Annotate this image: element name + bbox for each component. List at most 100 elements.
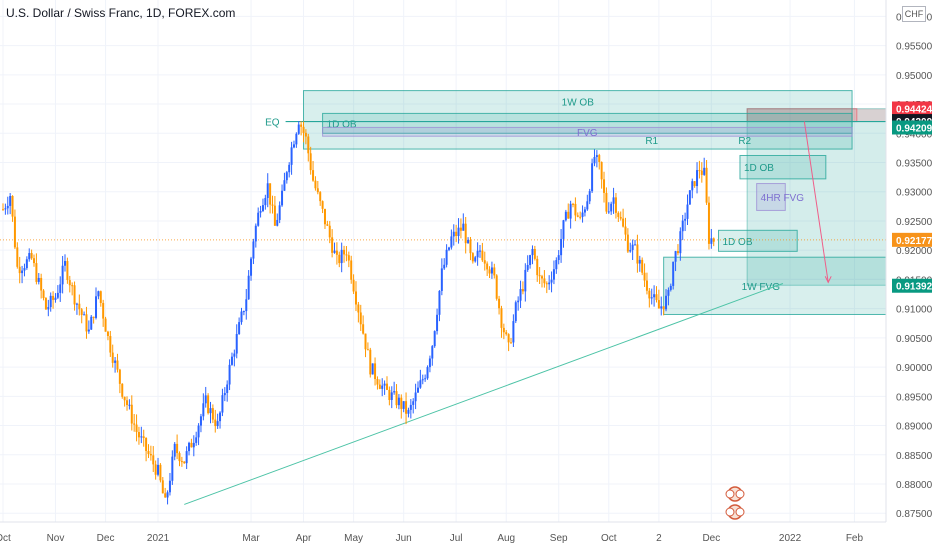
y-tick-label: 0.90000 [896, 363, 932, 374]
price-tag [892, 278, 932, 293]
event-icon [735, 507, 745, 517]
candle [405, 392, 408, 425]
candle-body [593, 157, 596, 164]
candle-body [221, 395, 224, 413]
candle [292, 140, 295, 149]
candle-body [462, 223, 465, 231]
candle [409, 399, 412, 419]
candle [52, 291, 55, 309]
candle-body [607, 211, 610, 213]
candle [471, 252, 474, 264]
candle-body [230, 356, 233, 365]
candle [550, 271, 553, 293]
projection-arrowhead [824, 276, 832, 284]
candle-body [130, 404, 133, 424]
candle [426, 365, 429, 380]
candle [230, 352, 233, 366]
candle [37, 273, 40, 285]
candle-body [152, 455, 155, 465]
candle [576, 212, 579, 218]
zone-label: 4HR FVG [761, 193, 805, 204]
candle-body [603, 179, 606, 193]
candle [164, 487, 167, 498]
candle [142, 429, 145, 447]
candle-body [245, 299, 248, 312]
candle [250, 256, 253, 281]
candle-body [121, 383, 124, 397]
candle [202, 393, 205, 421]
position-stop-zone [856, 108, 893, 122]
candle-body [42, 290, 45, 299]
candle-body [78, 303, 81, 310]
candle-body [464, 223, 467, 244]
price-tag-label: 0.91392 [896, 282, 932, 293]
candle-body [622, 218, 625, 227]
candle-body [653, 294, 656, 298]
candle-body [226, 384, 229, 393]
candle [214, 409, 217, 433]
candle-body [95, 296, 98, 318]
candle [4, 203, 7, 215]
candle-body [424, 378, 427, 380]
candle [295, 132, 298, 148]
currency-badge[interactable]: CHF [902, 6, 926, 22]
candle-body [667, 289, 670, 296]
x-tick-label: 2 [656, 533, 662, 544]
candle [707, 196, 710, 250]
candle [352, 274, 355, 294]
candle-body [56, 292, 59, 298]
candle-body [555, 260, 558, 270]
candle-body [645, 280, 648, 291]
candle [152, 446, 155, 472]
candle [686, 194, 689, 225]
candle [536, 255, 539, 282]
candle-body [192, 442, 195, 448]
zone-box [322, 126, 853, 137]
candle [395, 384, 398, 409]
x-tick-label: Jun [396, 533, 412, 544]
candle [87, 320, 90, 334]
candle-body [703, 167, 706, 175]
y-tick-label: 0.89000 [896, 422, 932, 433]
candle-body [397, 397, 400, 406]
candle [495, 274, 498, 301]
candle-body [385, 383, 388, 390]
candle-body [455, 231, 458, 237]
candle-body [688, 190, 691, 205]
y-tick-label: 0.93000 [896, 188, 932, 199]
candle-body [669, 285, 672, 290]
candle-body [25, 259, 28, 269]
candle [228, 359, 231, 391]
y-tick-label: 0.94000 [896, 129, 932, 140]
zone-box [739, 154, 827, 180]
candle [223, 387, 226, 402]
candle [149, 445, 152, 461]
candle-body [335, 250, 338, 255]
candle-body [524, 269, 527, 292]
candle-body [557, 255, 560, 261]
candle-body [536, 258, 539, 276]
y-tick-label: 0.95500 [896, 42, 932, 53]
candle [610, 201, 613, 215]
candle-body [328, 225, 331, 238]
candle [47, 299, 50, 317]
candle-body [414, 392, 417, 402]
candle [645, 272, 648, 295]
candle [603, 171, 606, 203]
candle-body [140, 436, 143, 438]
candle-body [459, 227, 462, 231]
candle [147, 444, 150, 459]
candle [519, 280, 522, 308]
candle [28, 248, 31, 262]
zone-label: 1D OB [744, 163, 774, 174]
zone-box [663, 256, 917, 315]
candle [388, 386, 391, 406]
candle [323, 208, 326, 229]
y-tick-label: 0.95000 [896, 71, 932, 82]
candle [221, 388, 224, 417]
candle [560, 229, 563, 263]
candle-body [610, 203, 613, 212]
x-tick-label: Aug [497, 533, 515, 544]
candle [307, 133, 310, 162]
